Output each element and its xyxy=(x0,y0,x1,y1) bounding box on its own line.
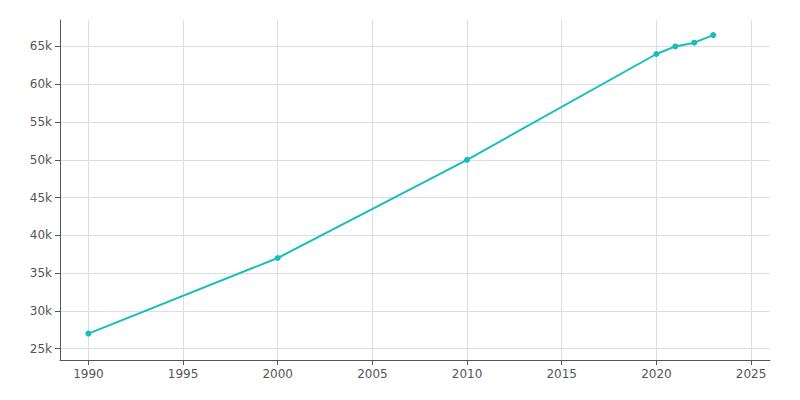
svg-text:2025: 2025 xyxy=(736,367,767,381)
svg-text:2010: 2010 xyxy=(452,367,483,381)
svg-text:2005: 2005 xyxy=(357,367,388,381)
svg-text:55k: 55k xyxy=(30,115,52,129)
svg-text:35k: 35k xyxy=(30,266,52,280)
svg-text:65k: 65k xyxy=(30,39,52,53)
svg-text:2015: 2015 xyxy=(546,367,577,381)
svg-text:50k: 50k xyxy=(30,153,52,167)
svg-text:2020: 2020 xyxy=(641,367,672,381)
svg-text:2000: 2000 xyxy=(262,367,293,381)
svg-text:1995: 1995 xyxy=(168,367,199,381)
svg-text:25k: 25k xyxy=(30,342,52,356)
svg-text:45k: 45k xyxy=(30,191,52,205)
svg-text:1990: 1990 xyxy=(73,367,104,381)
svg-text:60k: 60k xyxy=(30,77,52,91)
svg-text:40k: 40k xyxy=(30,228,52,242)
svg-text:30k: 30k xyxy=(30,304,52,318)
